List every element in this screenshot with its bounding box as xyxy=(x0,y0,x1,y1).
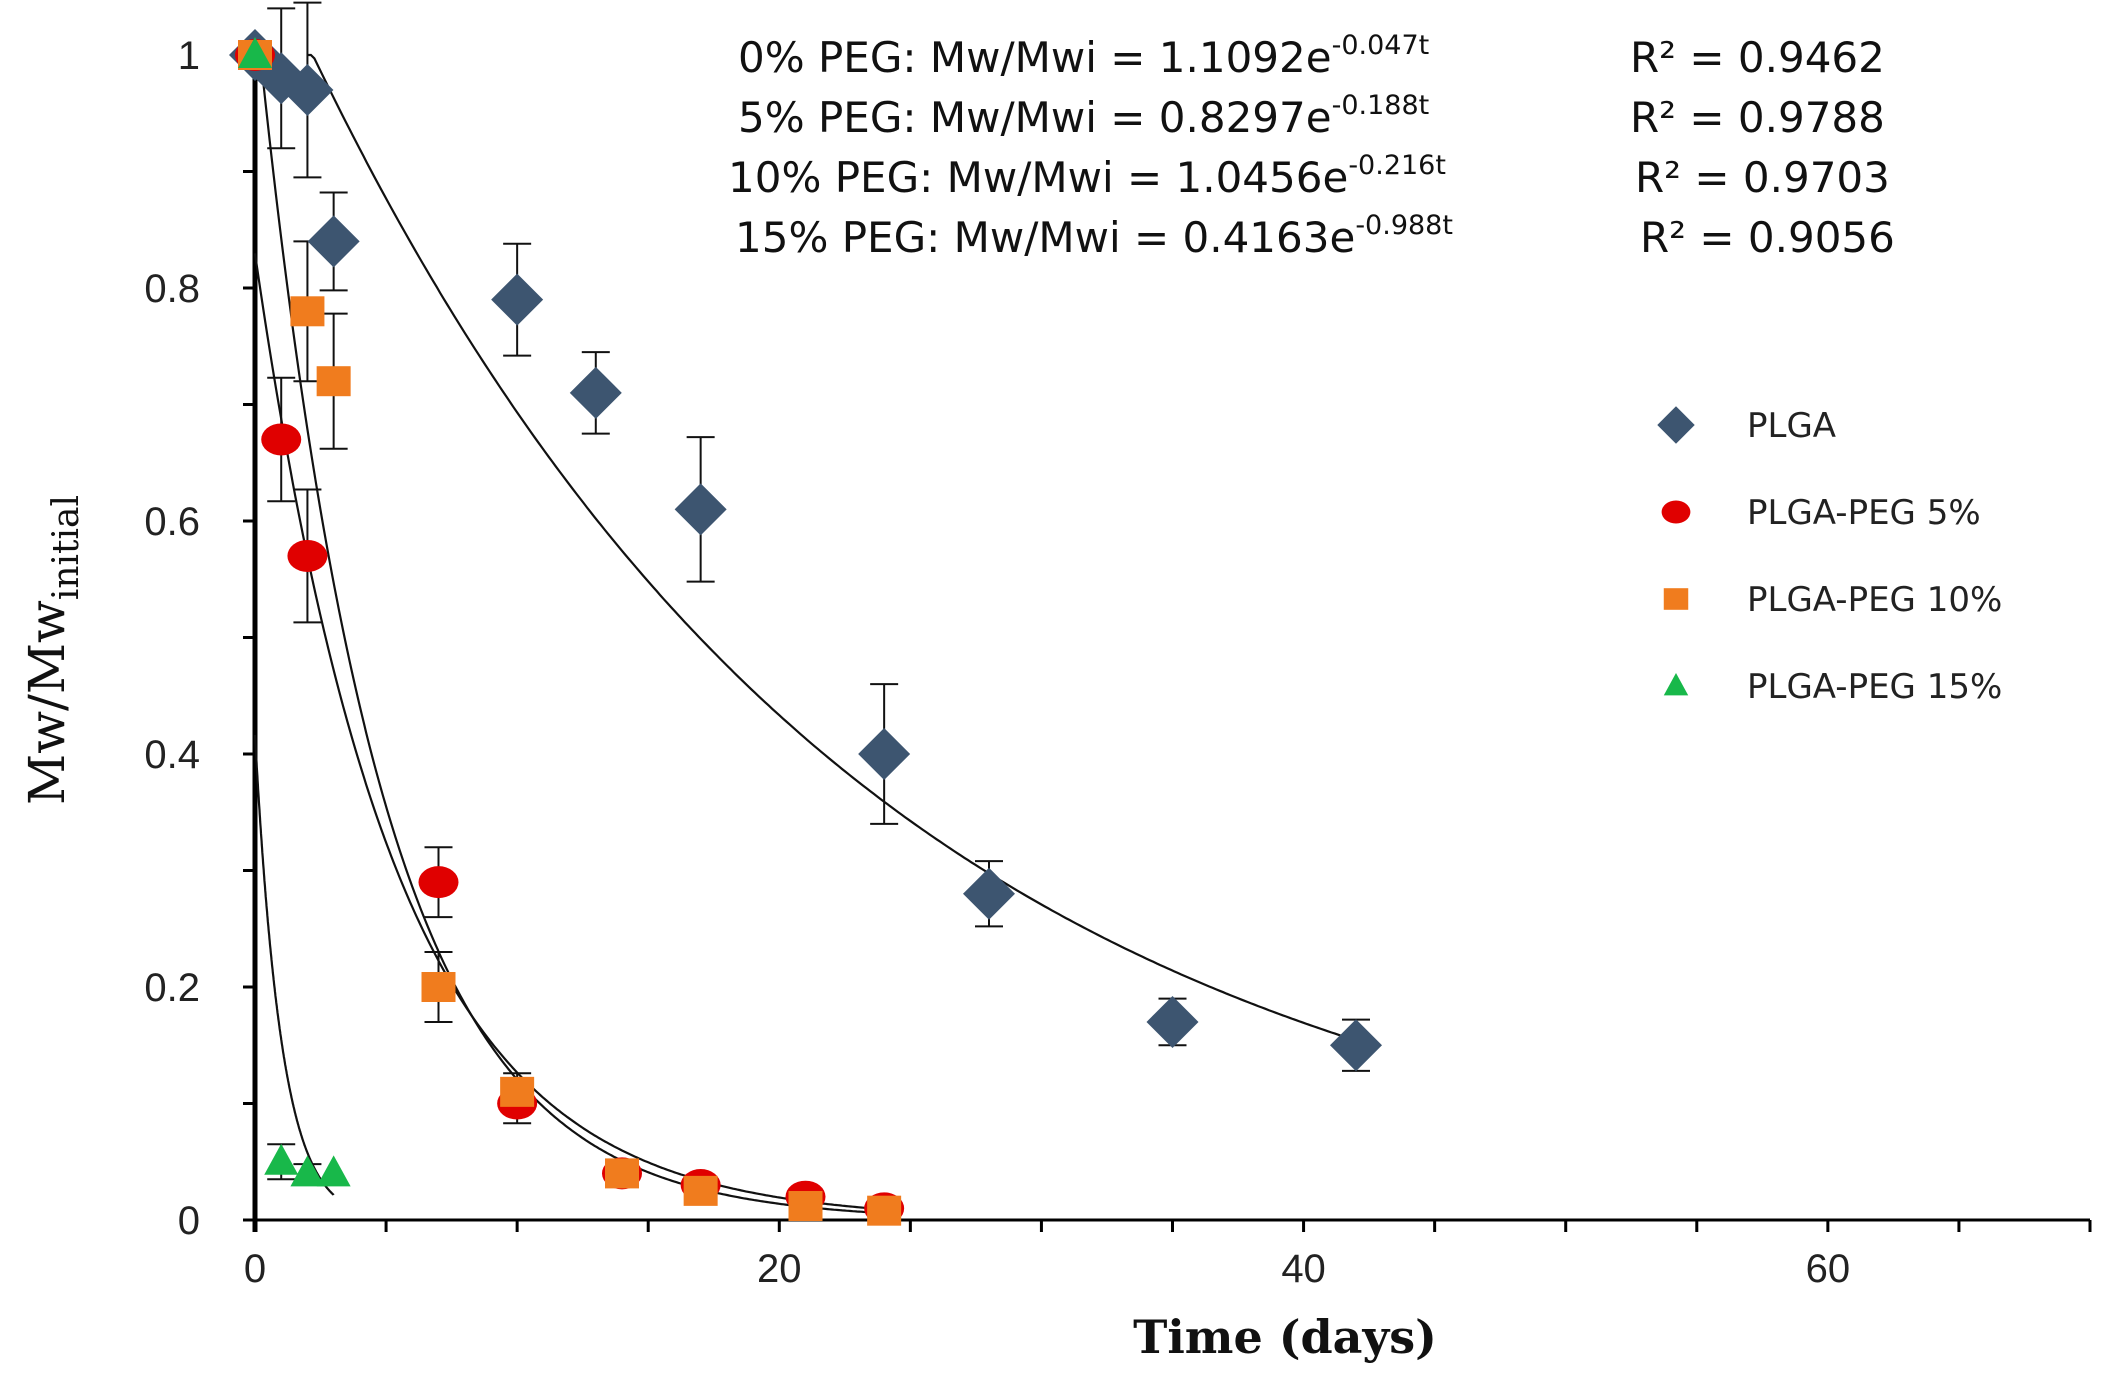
square-marker xyxy=(605,1158,639,1189)
x-tick-label: 20 xyxy=(757,1247,802,1291)
y-tick-label: 0.4 xyxy=(144,733,200,777)
diamond-marker xyxy=(674,483,727,536)
square-marker xyxy=(421,972,456,1002)
fit-curve xyxy=(307,53,1357,1042)
circle-marker xyxy=(418,866,459,899)
fit-equation-base: 0% PEG: Mw/Mwi = 1.1092e xyxy=(738,33,1332,82)
x-tick-label: 60 xyxy=(1806,1247,1851,1291)
fit-equation-exponent: -0.047t xyxy=(1332,30,1430,61)
legend-diamond-marker xyxy=(1657,406,1695,444)
axes xyxy=(243,50,2092,1232)
legend-label: PLGA-PEG 5% xyxy=(1747,493,1981,533)
y-axis-title: Mw/Mwinitial xyxy=(18,495,87,805)
square-marker xyxy=(290,296,325,327)
fit-equation-base: 5% PEG: Mw/Mwi = 0.8297e xyxy=(738,93,1332,142)
fit-equation: 0% PEG: Mw/Mwi = 1.1092e-0.047t xyxy=(738,30,1429,82)
triangle-marker xyxy=(290,1155,325,1187)
legend-item: PLGA-PEG 15% xyxy=(1663,667,2002,707)
fit-r-squared: R² = 0.9462 xyxy=(1630,33,1885,82)
fit-equation-exponent: -0.188t xyxy=(1332,90,1430,121)
diamond-marker xyxy=(963,867,1015,920)
fit-curve xyxy=(255,53,885,1215)
diamond-marker xyxy=(1146,995,1199,1048)
tick-labels: 0 20 40 60 0 0.2 0.4 0.6 0.8 1 xyxy=(144,34,1850,1291)
fit-equation: 5% PEG: Mw/Mwi = 0.8297e-0.188t xyxy=(738,90,1429,142)
diamond-marker xyxy=(307,215,360,268)
diamond-marker xyxy=(858,728,911,780)
square-marker xyxy=(867,1195,902,1226)
square-marker xyxy=(788,1191,823,1222)
legend-item: PLGA-PEG 10% xyxy=(1663,580,2002,620)
y-tick-label: 0.6 xyxy=(144,500,200,544)
fit-equation-exponent: -0.216t xyxy=(1348,150,1446,181)
legend-label: PLGA-PEG 10% xyxy=(1747,580,2002,620)
y-axis-title-main: Mw/Mw xyxy=(18,600,76,805)
legend-triangle-marker xyxy=(1663,673,1689,696)
fit-r-squared: R² = 0.9788 xyxy=(1630,93,1885,142)
fit-curve xyxy=(253,253,885,1211)
fit-equation-base: 15% PEG: Mw/Mwi = 0.4163e xyxy=(735,213,1355,262)
fit-curves xyxy=(253,53,1357,1215)
square-marker xyxy=(683,1175,718,1206)
diamond-marker xyxy=(569,366,622,419)
legend-square-marker xyxy=(1663,588,1689,610)
x-tick-label: 40 xyxy=(1281,1247,1326,1291)
fit-curve xyxy=(253,734,335,1196)
legend-label: PLGA xyxy=(1747,406,1836,446)
y-tick-label: 0.2 xyxy=(144,966,200,1010)
x-axis-title: Time (days) xyxy=(1133,1310,1437,1364)
legend-item: PLGA xyxy=(1657,406,1836,446)
fit-equation-base: 10% PEG: Mw/Mwi = 1.0456e xyxy=(728,153,1348,202)
data-markers xyxy=(229,29,1382,1226)
square-marker xyxy=(316,366,351,397)
triangle-marker xyxy=(316,1155,351,1187)
legend-label: PLGA-PEG 15% xyxy=(1747,667,2002,707)
triangle-marker xyxy=(264,1143,299,1175)
diamond-marker xyxy=(1330,1019,1382,1072)
y-axis-title-sub: initial xyxy=(46,495,87,600)
fit-equation-exponent: -0.988t xyxy=(1355,210,1453,241)
y-tick-label: 0.8 xyxy=(144,267,200,311)
y-tick-label: 1 xyxy=(178,34,200,78)
circle-marker xyxy=(287,539,328,572)
y-tick-label: 0 xyxy=(178,1199,200,1243)
diamond-marker xyxy=(281,63,334,116)
square-marker xyxy=(500,1076,535,1107)
diamond-marker xyxy=(491,273,544,326)
circle-marker xyxy=(261,423,302,456)
fit-equations: 0% PEG: Mw/Mwi = 1.1092e-0.047t R² = 0.94… xyxy=(728,30,1895,262)
legend: PLGA PLGA-PEG 5% PLGA-PEG 10% PLGA-PEG 15% xyxy=(1657,406,2002,707)
legend-circle-marker xyxy=(1661,500,1691,524)
fit-equation: 10% PEG: Mw/Mwi = 1.0456e-0.216t xyxy=(728,150,1446,202)
fit-equation: 15% PEG: Mw/Mwi = 0.4163e-0.988t xyxy=(735,210,1453,262)
triangle-marker xyxy=(238,37,272,68)
x-tick-label: 0 xyxy=(244,1247,266,1291)
legend-item: PLGA-PEG 5% xyxy=(1661,493,1981,533)
fit-r-squared: R² = 0.9703 xyxy=(1635,153,1890,202)
fit-r-squared: R² = 0.9056 xyxy=(1640,213,1895,262)
